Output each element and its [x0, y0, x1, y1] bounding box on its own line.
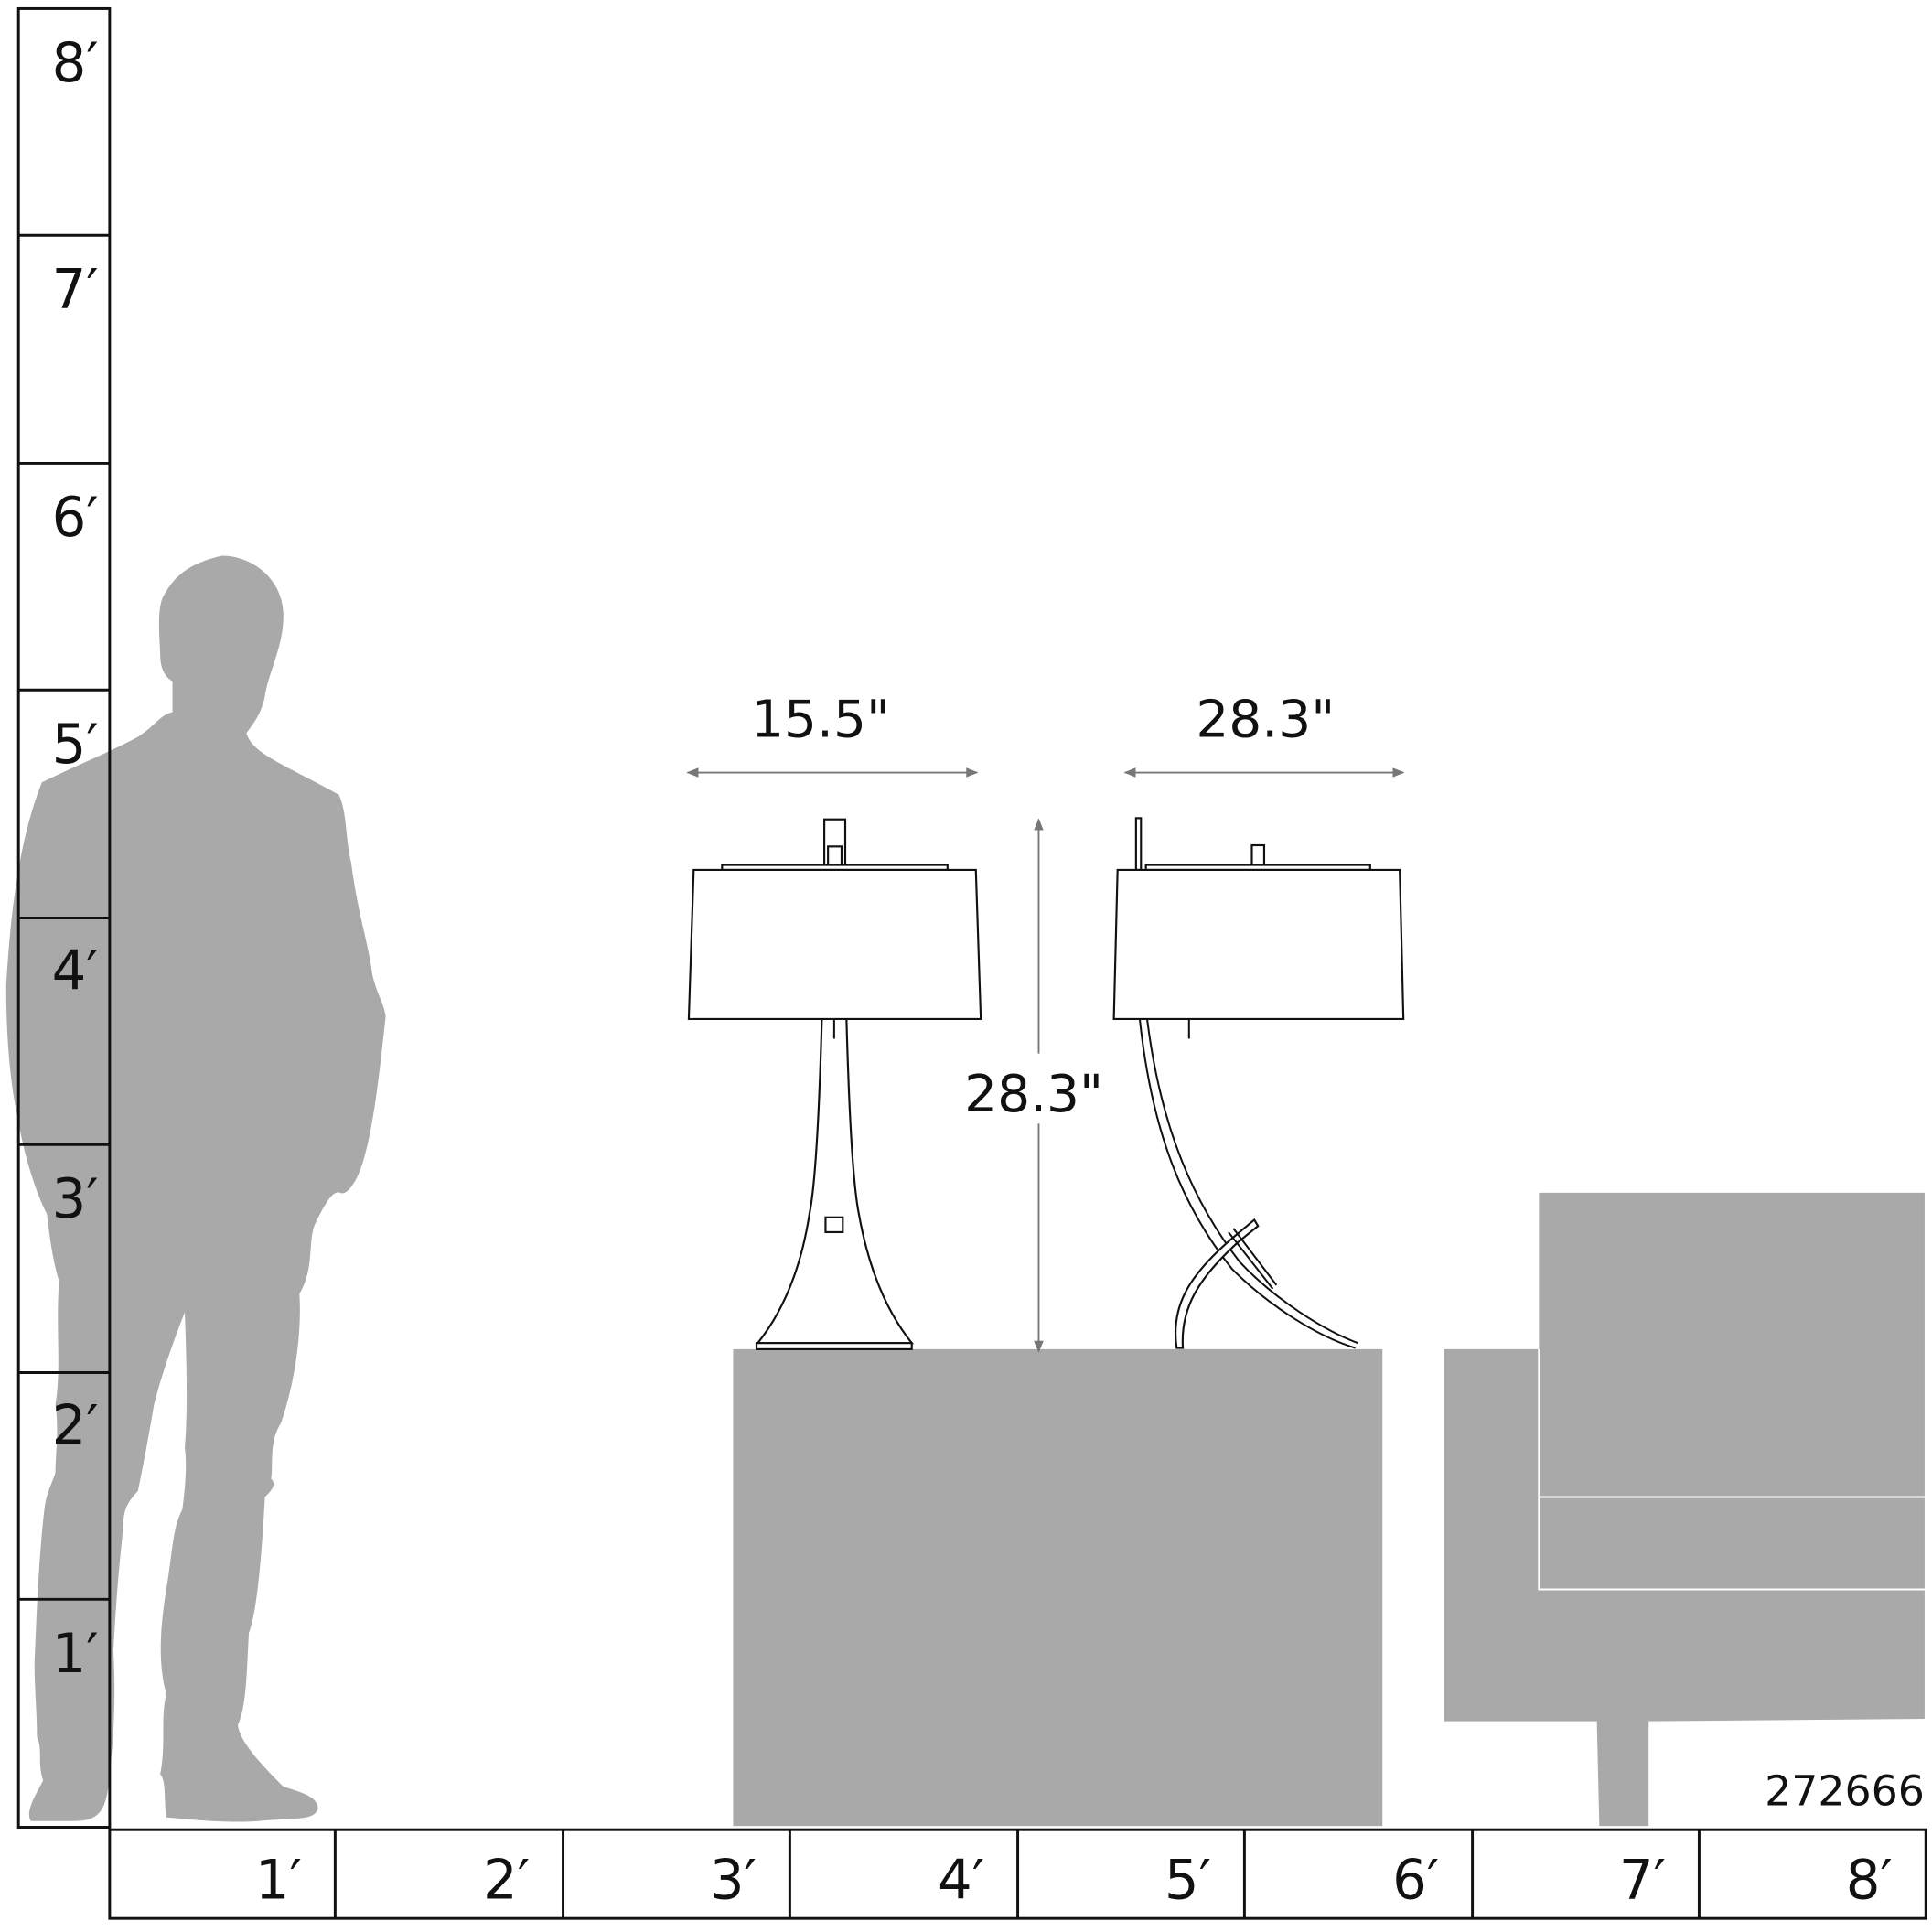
lamp-side-view — [1112, 817, 1405, 1349]
ruler-label-3ft: 3′ — [52, 1167, 99, 1230]
horizontal-ruler: 1′ 2′ 3′ 4′ 5′ 6′ 7′ 8′ — [108, 1828, 1927, 1920]
ruler-label-5ft-h: 5′ — [1165, 1849, 1211, 1912]
ruler-label-3ft-h: 3′ — [710, 1849, 757, 1912]
ruler-label-8ft-h: 8′ — [1846, 1849, 1893, 1912]
ruler-label-2ft: 2′ — [52, 1394, 99, 1457]
ruler-label-8ft: 8′ — [52, 31, 99, 94]
ruler-label-1ft: 1′ — [52, 1622, 99, 1685]
ruler-label-6ft: 6′ — [52, 486, 99, 549]
lamp-front-view — [687, 818, 982, 1350]
height-label: 28.3" — [964, 1064, 1103, 1124]
ruler-label-1ft-h: 1′ — [255, 1849, 302, 1912]
product-number: 272666 — [1765, 1766, 1925, 1815]
front-width-label: 15.5" — [751, 689, 890, 749]
ruler-label-2ft-h: 2′ — [483, 1849, 530, 1912]
ruler-label-4ft: 4′ — [52, 939, 99, 1003]
person-silhouette — [5, 555, 386, 1822]
vertical-ruler: 8′ 7′ 6′ 5′ 4′ 3′ 2′ 1′ — [16, 6, 112, 1829]
ruler-label-6ft-h: 6′ — [1392, 1849, 1439, 1912]
side-table — [733, 1348, 1383, 1827]
armchair — [1444, 1192, 1925, 1827]
ruler-label-7ft-h: 7′ — [1619, 1849, 1666, 1912]
ruler-label-7ft: 7′ — [52, 258, 99, 321]
side-width-label: 28.3" — [1196, 689, 1335, 749]
ruler-label-5ft: 5′ — [52, 713, 99, 776]
ruler-label-4ft-h: 4′ — [938, 1849, 984, 1912]
